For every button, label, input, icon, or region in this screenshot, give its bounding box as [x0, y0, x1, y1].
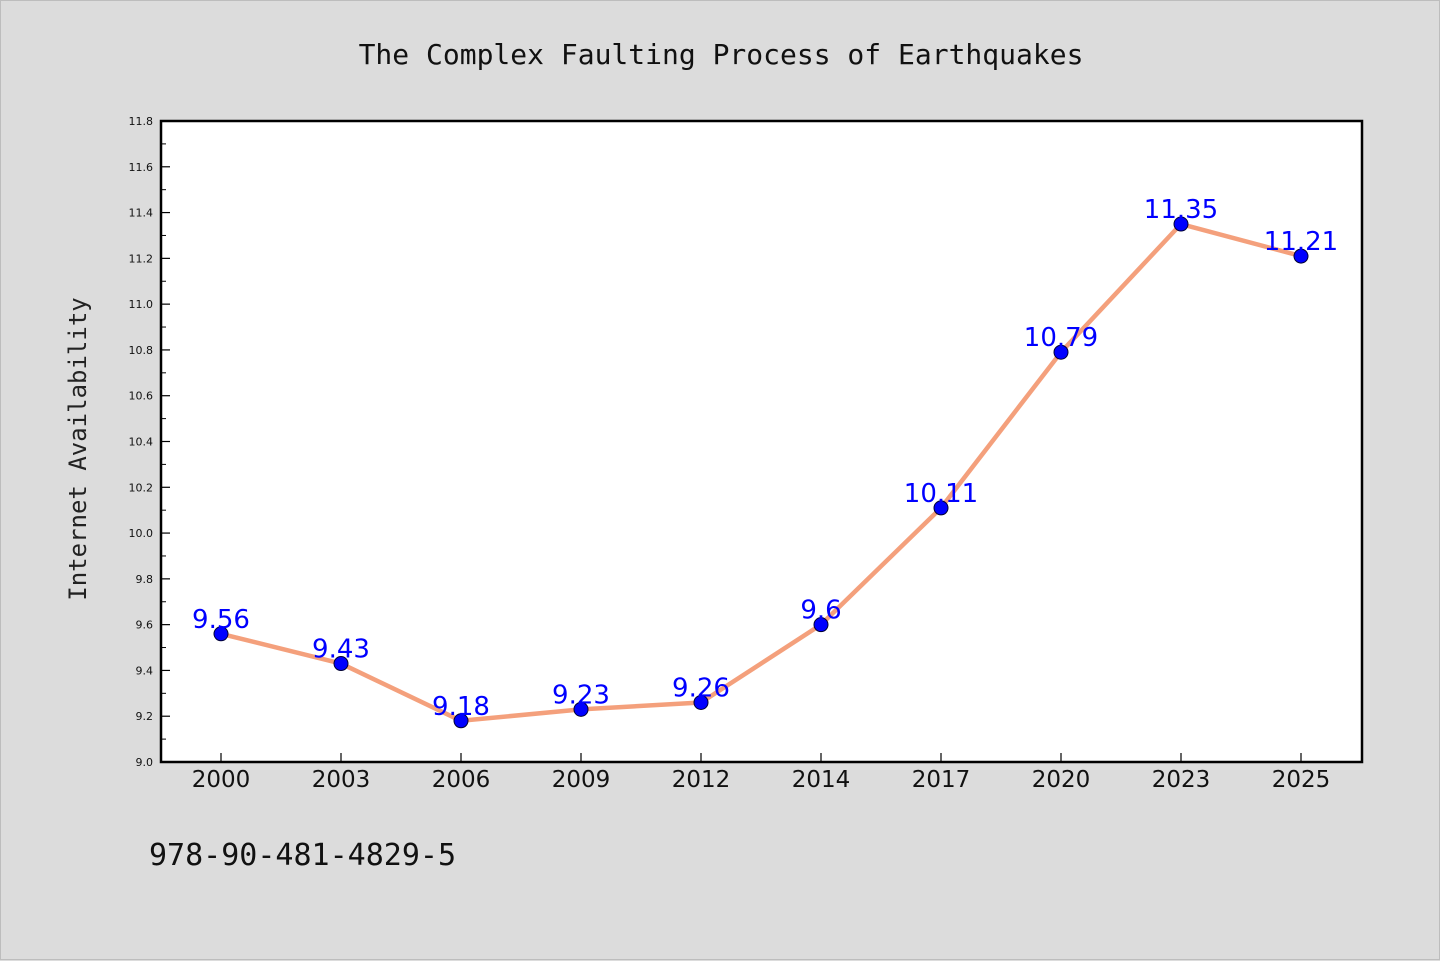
x-tick-label-4: 2012 [672, 767, 731, 793]
y-tick-label-4: 9.8 [136, 573, 154, 586]
x-tick-label-7: 2020 [1032, 767, 1091, 793]
data-point-0-7 [1053, 344, 1069, 360]
data-point-0-8 [1173, 216, 1189, 232]
y-tick-label-5: 10.0 [129, 527, 154, 540]
data-point-0-5 [813, 617, 829, 633]
plot-area [161, 121, 1362, 762]
data-label-0-8: 11.35 [1144, 195, 1218, 225]
y-tick-label-10: 11.0 [129, 298, 154, 311]
chart-title: The Complex Faulting Process of Earthqua… [359, 38, 1084, 71]
data-point-0-4 [693, 694, 709, 710]
x-tick-label-2: 2006 [432, 767, 491, 793]
data-point-0-3 [573, 701, 589, 717]
series-lines [218, 221, 1304, 724]
y-tick-label-0: 9.0 [136, 756, 154, 769]
y-tick-label-11: 11.2 [129, 252, 154, 265]
data-label-0-6: 10.11 [904, 479, 978, 509]
data-point-0-1 [333, 656, 349, 672]
x-tick-label-5: 2014 [792, 767, 851, 793]
footer-code: 978-90-481-4829-5 [149, 838, 456, 873]
x-tick-label-0: 2000 [192, 767, 251, 793]
x-tick-label-9: 2025 [1272, 767, 1331, 793]
data-label-0-7: 10.79 [1024, 323, 1098, 353]
data-point-0-0 [213, 626, 229, 642]
data-point-0-9 [1293, 248, 1309, 264]
data-label-0-3: 9.23 [552, 680, 610, 710]
y-tick-label-7: 10.4 [129, 436, 154, 449]
y-tick-label-13: 11.6 [129, 161, 154, 174]
y-tick-label-8: 10.6 [129, 390, 154, 403]
y-axis-label: Internet Availability [64, 297, 92, 600]
data-label-0-1: 9.43 [312, 635, 370, 665]
data-label-0-5: 9.6 [800, 596, 841, 626]
data-label-0-4: 9.26 [672, 673, 730, 703]
x-tick-label-6: 2017 [912, 767, 971, 793]
data-point-0-6 [933, 500, 949, 516]
y-tick-label-2: 9.4 [136, 664, 154, 677]
series-line-0 [218, 221, 1304, 724]
data-label-0-2: 9.18 [432, 692, 490, 722]
series-markers [213, 216, 1309, 729]
y-tick-label-6: 10.2 [129, 481, 154, 494]
y-tick-label-3: 9.6 [136, 619, 154, 632]
data-label-0-9: 11.21 [1264, 227, 1338, 257]
data-label-0-0: 9.56 [192, 605, 250, 635]
x-tick-label-1: 2003 [312, 767, 371, 793]
y-tick-label-14: 11.8 [129, 115, 154, 128]
y-tick-label-9: 10.8 [129, 344, 154, 357]
x-tick-label-3: 2009 [552, 767, 611, 793]
x-tick-label-8: 2023 [1152, 767, 1211, 793]
plot-frame [159, 119, 1364, 764]
y-tick-label-1: 9.2 [136, 710, 154, 723]
y-tick-label-12: 11.4 [129, 207, 154, 220]
y-axis-ticks: 9.0 9.2 9.4 9.6 9.8 10.0 10.2 10.4 10.6 10.8 11.0 1… [129, 115, 170, 769]
data-point-0-2 [453, 713, 469, 729]
x-axis-ticks: 2000 2003 2006 2009 2012 2014 2017 2020 2023 2025 [192, 753, 1331, 793]
data-labels: 9.56 9.43 9.18 9.23 9.26 9.6 10.11 10.79 11.35 11… [192, 195, 1338, 722]
